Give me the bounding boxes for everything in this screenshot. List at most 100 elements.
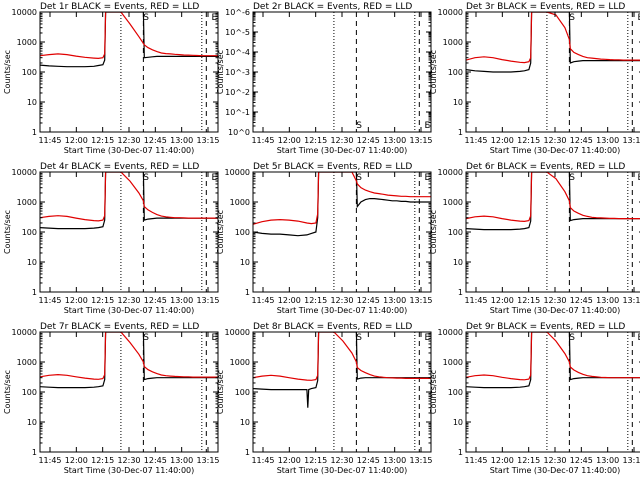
x-tick-label: 11:45: [464, 296, 487, 305]
panel-det-7r: Det 7r BLACK = Events, RED = LLD 1 10 100 10…: [3, 322, 220, 475]
x-tick-label: 13:00: [383, 456, 406, 465]
y-tick-label: 1000: [443, 358, 463, 367]
y-tick-label: 1000: [230, 358, 250, 367]
plot-area: [333, 12, 420, 132]
y-tick-label: 1: [32, 288, 37, 297]
x-axis-label: Start Time (30-Dec-07 11:40:00): [277, 146, 408, 155]
y-tick-label: 10: [27, 418, 37, 427]
end-marker: E: [425, 173, 431, 183]
y-tick-label: 10: [240, 258, 250, 267]
x-tick-label: 11:45: [251, 296, 274, 305]
y-axis-label: Counts/sec: [429, 210, 438, 254]
end-marker: E: [638, 173, 640, 183]
y-tick-label: 10: [453, 98, 463, 107]
y-tick-label: 10000: [12, 328, 37, 337]
x-tick-label: 13:00: [170, 296, 193, 305]
plot-area: [40, 12, 218, 132]
end-marker: E: [638, 333, 640, 343]
series-lld-red: [466, 332, 640, 381]
y-tick-label: 10000: [12, 168, 37, 177]
x-tick-label: 12:45: [570, 136, 593, 145]
y-tick-label: 10000: [438, 8, 463, 17]
y-axis-label: Counts/sec: [216, 370, 225, 414]
start-marker: S: [356, 121, 362, 131]
x-tick-label: 12:00: [491, 136, 514, 145]
x-tick-label: 13:15: [196, 456, 219, 465]
y-tick-label: 10: [27, 258, 37, 267]
panel-det-9r: Det 9r BLACK = Events, RED = LLD 1 10 100 10…: [429, 322, 640, 475]
x-tick-label: 12:00: [65, 296, 88, 305]
y-tick-label: 100: [235, 388, 250, 397]
x-tick-label: 12:30: [117, 296, 140, 305]
y-tick-label: 10^-5: [225, 28, 250, 37]
y-axis-label: Counts/sec: [429, 50, 438, 94]
x-tick-label: 13:00: [170, 456, 193, 465]
y-tick-label: 1000: [17, 38, 37, 47]
y-tick-label: 1000: [17, 198, 37, 207]
x-tick-label: 12:30: [543, 456, 566, 465]
start-marker: S: [143, 173, 149, 183]
x-tick-label: 13:00: [596, 456, 619, 465]
plot-area: [253, 332, 431, 452]
x-axis-label: Start Time (30-Dec-07 11:40:00): [64, 306, 195, 315]
x-tick-label: 12:30: [330, 296, 353, 305]
x-tick-label: 13:00: [383, 136, 406, 145]
y-tick-label: 100: [22, 388, 37, 397]
end-marker: E: [212, 13, 218, 23]
x-tick-label: 12:00: [491, 456, 514, 465]
panel-det-4r: Det 4r BLACK = Events, RED = LLD 1 10 100 10…: [3, 162, 220, 315]
x-axis-label: Start Time (30-Dec-07 11:40:00): [490, 146, 621, 155]
series-lld-red: [466, 172, 640, 223]
x-tick-label: 12:45: [144, 296, 167, 305]
start-marker: S: [569, 13, 575, 23]
x-tick-label: 12:00: [278, 136, 301, 145]
panel-det-5r: Det 5r BLACK = Events, RED = LLD 1 10 100 10…: [216, 162, 433, 315]
x-axis-label: Start Time (30-Dec-07 11:40:00): [490, 306, 621, 315]
y-tick-label: 100: [448, 228, 463, 237]
x-tick-label: 12:15: [517, 136, 540, 145]
y-tick-label: 1000: [443, 198, 463, 207]
y-axis-label: Counts/sec: [3, 210, 12, 254]
series-lld-red: [40, 12, 218, 60]
x-axis-label: Start Time (30-Dec-07 11:40:00): [277, 466, 408, 475]
y-tick-label: 1: [458, 448, 463, 457]
end-marker: E: [212, 173, 218, 183]
end-marker: E: [425, 333, 431, 343]
x-tick-label: 12:45: [570, 296, 593, 305]
y-tick-label: 100: [22, 68, 37, 77]
y-tick-label: 10: [453, 258, 463, 267]
y-tick-label: 100: [448, 388, 463, 397]
x-tick-label: 11:45: [251, 136, 274, 145]
y-tick-label: 1: [458, 288, 463, 297]
y-axis-label: Counts/sec: [216, 210, 225, 254]
x-tick-label: 12:00: [65, 456, 88, 465]
y-tick-label: 10000: [225, 168, 250, 177]
panel-det-8r: Det 8r BLACK = Events, RED = LLD 1 10 100 10…: [216, 322, 433, 475]
x-tick-label: 11:45: [38, 456, 61, 465]
y-tick-label: 1: [245, 288, 250, 297]
y-axis-label: Counts/sec: [3, 370, 12, 414]
y-tick-label: 1000: [17, 358, 37, 367]
x-tick-label: 12:15: [517, 296, 540, 305]
x-tick-label: 12:00: [491, 296, 514, 305]
panel-det-3r: Det 3r BLACK = Events, RED = LLD 1 10 100 10…: [429, 2, 640, 155]
x-tick-label: 12:30: [543, 136, 566, 145]
x-tick-label: 12:15: [304, 456, 327, 465]
y-tick-label: 10^0: [228, 128, 250, 137]
plot-area: [466, 12, 640, 132]
series-lld-red: [40, 172, 218, 222]
y-tick-label: 10000: [438, 168, 463, 177]
x-tick-label: 12:15: [91, 456, 114, 465]
series-lld-red: [253, 172, 431, 225]
y-tick-label: 10^-6: [225, 8, 250, 17]
start-marker: S: [356, 333, 362, 343]
plot-area: [466, 172, 640, 292]
x-tick-label: 13:15: [409, 136, 432, 145]
y-tick-label: 10000: [438, 328, 463, 337]
y-tick-label: 10: [27, 98, 37, 107]
start-marker: S: [143, 333, 149, 343]
panel-title: Det 1r BLACK = Events, RED = LLD: [40, 2, 199, 12]
panel-title: Det 5r BLACK = Events, RED = LLD: [253, 162, 412, 172]
x-tick-label: 13:15: [622, 456, 640, 465]
